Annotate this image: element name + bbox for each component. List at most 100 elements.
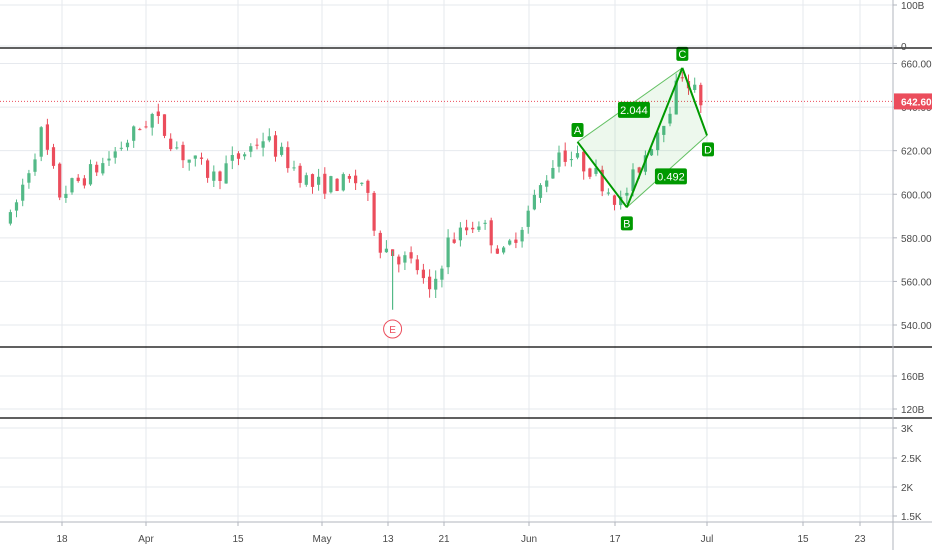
candle-up[interactable] (27, 173, 31, 183)
candle-down[interactable] (415, 259, 419, 271)
candle-up[interactable] (8, 212, 12, 224)
candle-up[interactable] (551, 168, 555, 179)
candle-down[interactable] (347, 176, 351, 179)
candle-down[interactable] (612, 195, 617, 205)
pattern-point-c[interactable]: C (676, 46, 689, 61)
candle-down[interactable] (76, 177, 80, 181)
candle-up[interactable] (631, 169, 635, 192)
candle-up[interactable] (649, 149, 654, 156)
candle-down[interactable] (378, 232, 382, 253)
candle-down[interactable] (428, 276, 432, 290)
candle-down[interactable] (637, 167, 641, 173)
candle-up[interactable] (249, 146, 253, 152)
candle-down[interactable] (465, 227, 469, 231)
pattern-point-b[interactable]: B (620, 216, 633, 231)
candle-down[interactable] (372, 192, 376, 231)
candle-up[interactable] (662, 125, 666, 135)
candle-up[interactable] (656, 132, 660, 151)
candle-down[interactable] (354, 175, 358, 184)
candle-up[interactable] (193, 155, 197, 159)
candle-up[interactable] (668, 113, 672, 124)
candle-up[interactable] (119, 147, 123, 149)
candle-up[interactable] (341, 174, 345, 191)
candle-up[interactable] (360, 182, 364, 184)
candle-up[interactable] (643, 155, 647, 172)
candle-up[interactable] (212, 171, 216, 181)
candle-up[interactable] (384, 248, 388, 253)
candle-down[interactable] (600, 169, 604, 192)
candle-up[interactable] (243, 154, 247, 157)
pattern-leg[interactable] (681, 67, 708, 136)
candle-up[interactable] (693, 84, 697, 90)
candle-down[interactable] (169, 138, 173, 150)
candle-down[interactable] (255, 144, 259, 146)
candle-up[interactable] (526, 210, 530, 227)
candle-up[interactable] (88, 164, 93, 185)
candle-down[interactable] (563, 150, 567, 162)
candle-up[interactable] (150, 114, 154, 128)
candle-up[interactable] (403, 255, 407, 263)
candle-up[interactable] (292, 167, 296, 169)
candle-down[interactable] (144, 126, 148, 128)
candle-down[interactable] (366, 180, 370, 193)
candle-up[interactable] (557, 152, 561, 167)
candle-up[interactable] (594, 167, 598, 174)
candle-up[interactable] (267, 136, 271, 141)
candle-up[interactable] (545, 180, 549, 187)
candle-down[interactable] (699, 84, 703, 106)
candle-up[interactable] (317, 176, 321, 185)
candle-up[interactable] (569, 159, 573, 161)
candle-up[interactable] (625, 192, 629, 196)
candle-up[interactable] (125, 142, 130, 148)
candle-down[interactable] (95, 164, 99, 173)
pattern-ratio[interactable]: 0.492 (654, 168, 687, 185)
pattern-leg[interactable] (576, 141, 628, 208)
candle-up[interactable] (132, 126, 136, 141)
candle-up[interactable] (21, 184, 25, 201)
candle-down[interactable] (495, 248, 499, 254)
candle-down[interactable] (335, 178, 339, 191)
candle-up[interactable] (304, 175, 308, 185)
candle-down[interactable] (514, 239, 518, 243)
candle-up[interactable] (434, 278, 438, 290)
candle-up[interactable] (520, 229, 524, 242)
candle-down[interactable] (45, 124, 49, 150)
candle-up[interactable] (113, 151, 117, 158)
candle-down[interactable] (310, 174, 315, 187)
candle-up[interactable] (187, 159, 191, 163)
candle-down[interactable] (218, 171, 222, 182)
candle-down[interactable] (236, 153, 241, 159)
candle-down[interactable] (51, 147, 56, 166)
candle-up[interactable] (39, 127, 43, 157)
candle-up[interactable] (502, 247, 506, 253)
candle-up[interactable] (477, 226, 481, 230)
candle-down[interactable] (298, 165, 302, 183)
candle-up[interactable] (224, 163, 228, 184)
candle-down[interactable] (273, 135, 278, 157)
pattern-point-d[interactable]: D (702, 142, 714, 157)
candle-up[interactable] (33, 159, 37, 172)
candle-up[interactable] (14, 202, 19, 211)
pattern-ratio[interactable]: 2.044 (617, 101, 650, 118)
candle-down[interactable] (397, 256, 401, 265)
candle-up[interactable] (483, 222, 487, 224)
candle-up[interactable] (101, 163, 105, 174)
pattern-leg[interactable] (625, 67, 684, 208)
candle-up[interactable] (261, 141, 265, 148)
candle-up[interactable] (458, 227, 462, 241)
candle-up[interactable] (280, 146, 284, 155)
marker-e[interactable]: E (383, 319, 403, 339)
pattern-point-a[interactable]: A (571, 122, 584, 137)
candle-up[interactable] (674, 80, 678, 115)
candle-down[interactable] (199, 157, 204, 159)
candle-up[interactable] (575, 153, 580, 158)
candle-down[interactable] (82, 178, 86, 186)
candle-up[interactable] (440, 268, 444, 280)
price-axis[interactable]: 660.00640.00620.00600.00580.00560.00540.… (893, 1, 932, 523)
candle-down[interactable] (206, 160, 210, 178)
candle-up[interactable] (538, 185, 543, 198)
time-axis[interactable]: 18 Apr 15 May 13 21 Jun 17 Jul 15 23 (56, 522, 866, 545)
candle-up[interactable] (606, 192, 610, 194)
candle-down[interactable] (452, 239, 456, 243)
candle-up[interactable] (175, 147, 179, 149)
